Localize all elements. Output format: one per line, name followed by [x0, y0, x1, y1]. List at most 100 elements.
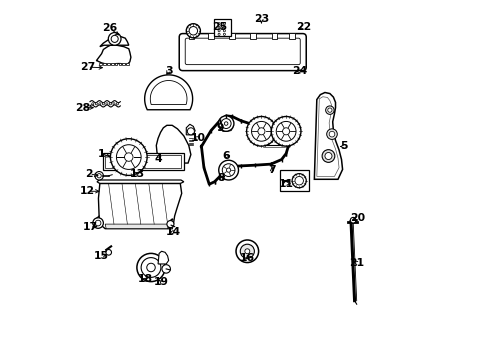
Text: 2: 2 [85, 168, 93, 179]
Circle shape [111, 35, 118, 42]
Text: 24: 24 [292, 66, 307, 76]
Bar [289, 32, 294, 39]
Text: 7: 7 [267, 165, 275, 175]
Circle shape [271, 117, 300, 146]
Circle shape [291, 174, 305, 188]
Text: 23: 23 [253, 14, 268, 24]
Circle shape [189, 27, 197, 35]
Circle shape [141, 258, 161, 277]
FancyBboxPatch shape [179, 33, 305, 71]
Text: 28: 28 [75, 103, 90, 113]
Text: 8: 8 [217, 173, 225, 183]
Circle shape [294, 176, 303, 185]
Polygon shape [158, 251, 168, 264]
Text: 13: 13 [129, 168, 144, 179]
Circle shape [113, 103, 115, 105]
Bar [213, 19, 230, 36]
Bar [279, 170, 308, 191]
Text: 15: 15 [94, 251, 109, 261]
Text: 5: 5 [340, 141, 347, 152]
Bar [188, 32, 194, 39]
Text: 1: 1 [98, 149, 105, 158]
Polygon shape [142, 125, 190, 163]
Circle shape [116, 145, 141, 170]
Circle shape [226, 168, 230, 172]
Circle shape [349, 217, 355, 223]
Bar [208, 32, 213, 39]
Text: 20: 20 [350, 213, 365, 223]
Circle shape [124, 153, 133, 161]
Circle shape [137, 253, 165, 282]
Circle shape [246, 117, 276, 146]
Circle shape [162, 265, 170, 273]
Polygon shape [150, 81, 186, 104]
Text: 25: 25 [212, 22, 227, 32]
Circle shape [223, 26, 225, 28]
Text: 12: 12 [80, 186, 95, 196]
Text: 18: 18 [137, 274, 152, 284]
Polygon shape [96, 45, 131, 64]
Circle shape [166, 221, 174, 228]
Text: 21: 21 [348, 258, 364, 268]
Circle shape [92, 103, 94, 105]
Text: 22: 22 [296, 22, 311, 32]
Circle shape [218, 26, 220, 28]
Circle shape [223, 30, 225, 32]
Polygon shape [314, 93, 342, 179]
Circle shape [223, 23, 225, 25]
Circle shape [105, 249, 111, 255]
Circle shape [326, 129, 337, 139]
Bar [111, 63, 113, 66]
Circle shape [93, 218, 103, 228]
Bar [99, 63, 102, 66]
Circle shape [224, 122, 227, 125]
Circle shape [108, 32, 121, 45]
Bar [229, 32, 235, 39]
Bar [126, 63, 129, 66]
Text: 17: 17 [82, 221, 97, 231]
Text: 4: 4 [154, 154, 162, 164]
Bar [250, 32, 256, 39]
FancyBboxPatch shape [185, 38, 300, 65]
Polygon shape [222, 121, 233, 131]
Polygon shape [144, 75, 192, 110]
Circle shape [223, 33, 225, 35]
Text: 10: 10 [190, 133, 205, 143]
Polygon shape [186, 124, 195, 135]
Circle shape [102, 103, 104, 105]
Bar [107, 63, 109, 66]
Circle shape [146, 263, 155, 272]
Circle shape [109, 103, 111, 105]
Text: 19: 19 [154, 277, 169, 287]
Text: 11: 11 [278, 179, 293, 189]
Text: 16: 16 [239, 253, 254, 263]
Circle shape [218, 33, 220, 35]
Text: 14: 14 [165, 227, 181, 237]
Circle shape [221, 118, 231, 129]
Circle shape [218, 116, 233, 131]
Circle shape [105, 103, 108, 105]
Circle shape [222, 164, 235, 176]
Circle shape [95, 220, 101, 226]
Circle shape [244, 249, 249, 254]
Circle shape [218, 30, 220, 32]
Polygon shape [316, 97, 338, 176]
Circle shape [218, 23, 220, 25]
Text: 27: 27 [80, 62, 95, 72]
Polygon shape [105, 224, 173, 229]
Circle shape [322, 150, 334, 162]
Circle shape [187, 128, 194, 135]
Bar [114, 63, 117, 66]
Circle shape [116, 103, 118, 105]
Polygon shape [98, 184, 182, 229]
Circle shape [325, 106, 333, 114]
Bar [105, 155, 181, 168]
Circle shape [186, 24, 200, 38]
Circle shape [99, 103, 101, 105]
Circle shape [257, 128, 264, 135]
Circle shape [110, 139, 147, 175]
Text: 3: 3 [164, 66, 172, 76]
Circle shape [240, 244, 254, 258]
Bar [103, 63, 105, 66]
Bar [122, 63, 125, 66]
